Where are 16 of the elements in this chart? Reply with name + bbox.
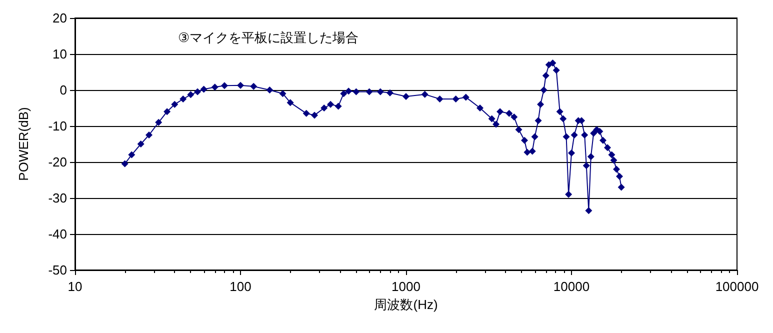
x-tick-label: 100000 [715, 279, 759, 294]
text: ③マイクを平板に設置した場合 [178, 30, 359, 45]
y-tick-label: -50 [48, 262, 67, 278]
y-tick-label: 20 [52, 10, 67, 26]
y-tick-label: -40 [48, 226, 67, 242]
x-tick-label: 10000 [553, 279, 590, 294]
y-tick-label: -30 [48, 190, 67, 206]
x-tick-label: 1000 [392, 279, 420, 294]
y-tick-label: -10 [48, 118, 67, 134]
y-tick-label: 0 [60, 82, 67, 98]
x-axis-title: 周波数(Hz) [374, 297, 438, 312]
x-tick-label: 10 [68, 279, 82, 294]
y-tick-label: 10 [52, 46, 67, 62]
y-tick-label: -20 [48, 154, 67, 170]
x-tick-label: 100 [230, 279, 252, 294]
y-axis-title: POWER(dB) [16, 107, 31, 181]
